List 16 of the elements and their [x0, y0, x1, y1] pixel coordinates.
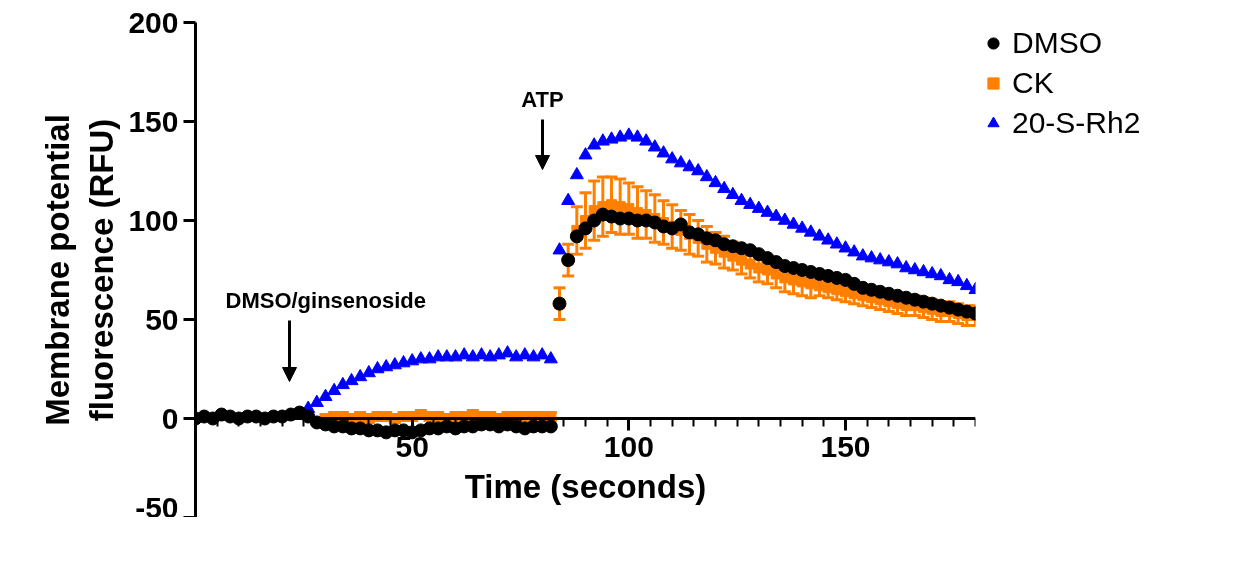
legend-label: CK	[1012, 66, 1054, 100]
x-tick-label: 150	[820, 429, 871, 463]
y-tick-label: 200	[128, 5, 179, 39]
x-tick-label: 50	[395, 429, 429, 463]
y-tick-label: 150	[128, 104, 179, 138]
y-tick-label: 0	[161, 401, 179, 435]
x-tick-label: 100	[603, 429, 654, 463]
legend-label: DMSO	[1012, 26, 1102, 60]
x-axis-title: Time (seconds)	[464, 467, 707, 505]
y-axis-title: Membrane potential fluorescence (RFU)	[39, 114, 121, 426]
annotation: ATP	[521, 86, 564, 112]
y-tick-label: 50	[145, 302, 179, 336]
y-tick-label: 100	[128, 203, 179, 237]
y-tick-label: -50	[135, 490, 179, 524]
legend-label: 20-S-Rh2	[1012, 106, 1141, 140]
annotation: DMSO/ginsenoside	[225, 287, 426, 313]
